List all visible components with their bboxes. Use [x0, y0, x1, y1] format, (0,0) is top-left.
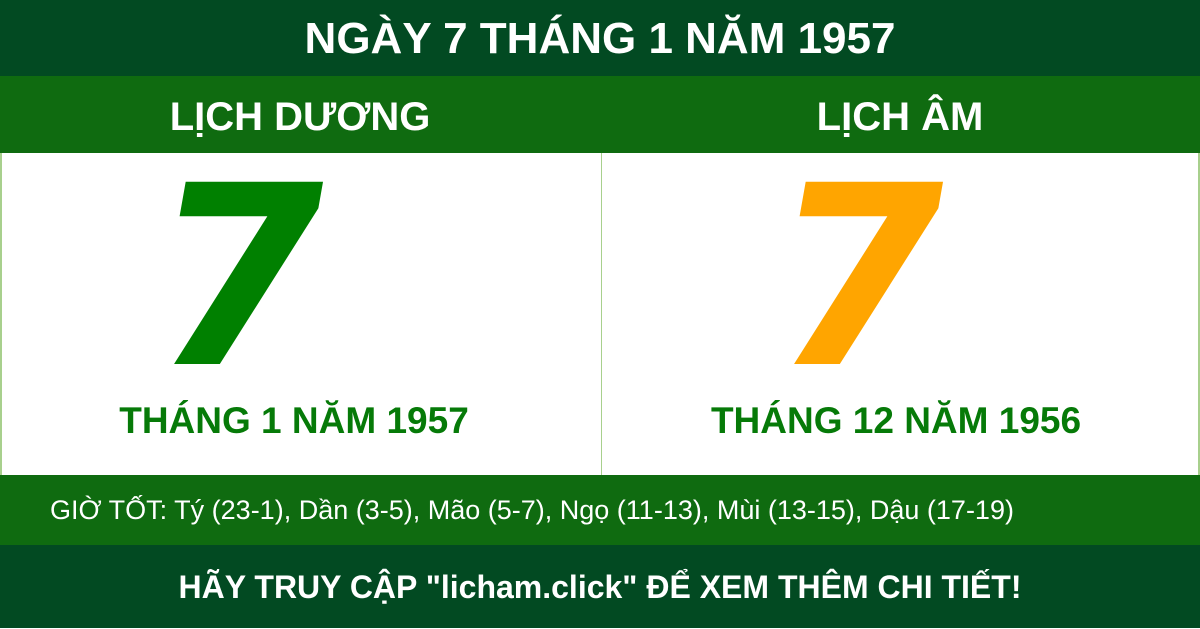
footer-cta: HÃY TRUY CẬP "licham.click" ĐỂ XEM THÊM … [0, 545, 1200, 628]
calendar-headings: LỊCH DƯƠNG LỊCH ÂM [0, 76, 1200, 153]
lunar-month-year: THÁNG 12 NĂM 1956 [710, 400, 1082, 441]
solar-heading: LỊCH DƯƠNG [169, 95, 431, 139]
lunar-heading: LỊCH ÂM [816, 95, 984, 139]
solar-day: 7 [126, 132, 352, 423]
page-title: NGÀY 7 THÁNG 1 NĂM 1957 [0, 0, 1200, 76]
good-hours: GIỜ TỐT: Tý (23-1), Dần (3-5), Mão (5-7)… [0, 475, 1200, 545]
solar-month-year: THÁNG 1 NĂM 1957 [119, 400, 469, 441]
calendar-body: 7 THÁNG 1 NĂM 1957 7 THÁNG 12 NĂM 1956 [0, 132, 1200, 475]
lunar-day: 7 [746, 132, 972, 423]
divider [601, 153, 602, 475]
